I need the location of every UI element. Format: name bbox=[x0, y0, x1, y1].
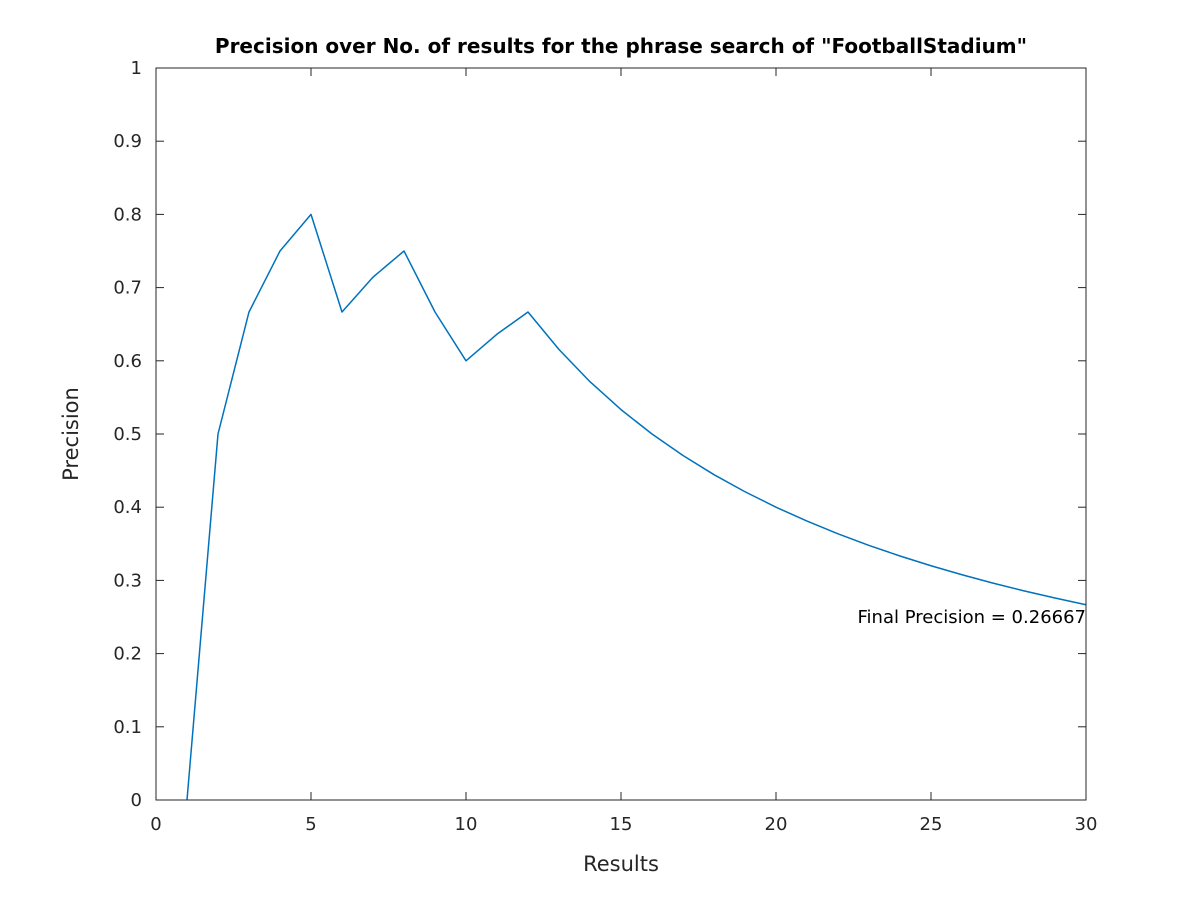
y-tick-label: 0.7 bbox=[113, 278, 142, 299]
x-tick-label: 25 bbox=[920, 814, 943, 835]
y-tick-label: 0.5 bbox=[113, 424, 142, 445]
x-tick-label: 15 bbox=[610, 814, 633, 835]
y-tick-label: 1 bbox=[131, 58, 142, 79]
x-tick-label: 10 bbox=[455, 814, 478, 835]
x-tick-label: 5 bbox=[305, 814, 316, 835]
y-tick-label: 0.4 bbox=[113, 497, 142, 518]
y-tick-label: 0.6 bbox=[113, 351, 142, 372]
final-precision-annotation: Final Precision = 0.26667 bbox=[858, 607, 1086, 628]
axes-box bbox=[155, 67, 1087, 801]
y-tick-label: 0.9 bbox=[113, 131, 142, 152]
y-tick-label: 0.8 bbox=[113, 204, 142, 225]
y-tick-label: 0.1 bbox=[113, 717, 142, 738]
y-tick-label: 0.3 bbox=[113, 570, 142, 591]
y-tick-label: 0 bbox=[131, 790, 142, 811]
y-tick-label: 0.2 bbox=[113, 644, 142, 665]
x-tick-label: 0 bbox=[150, 814, 161, 835]
precision-series-line bbox=[186, 213, 1087, 801]
plot-area bbox=[156, 68, 1086, 800]
x-tick-label: 20 bbox=[765, 814, 788, 835]
y-axis-label: Precision bbox=[59, 387, 83, 481]
tick-labels: 0 5 10 15 20 25 30 0 0.1 0.2 0.3 0.4 0.5 0.6 0.7 0.8 0.9… bbox=[113, 58, 1097, 835]
x-axis-label: Results bbox=[583, 852, 659, 876]
chart-title: Precision over No. of results for the ph… bbox=[215, 34, 1027, 58]
x-tick-label: 30 bbox=[1075, 814, 1098, 835]
